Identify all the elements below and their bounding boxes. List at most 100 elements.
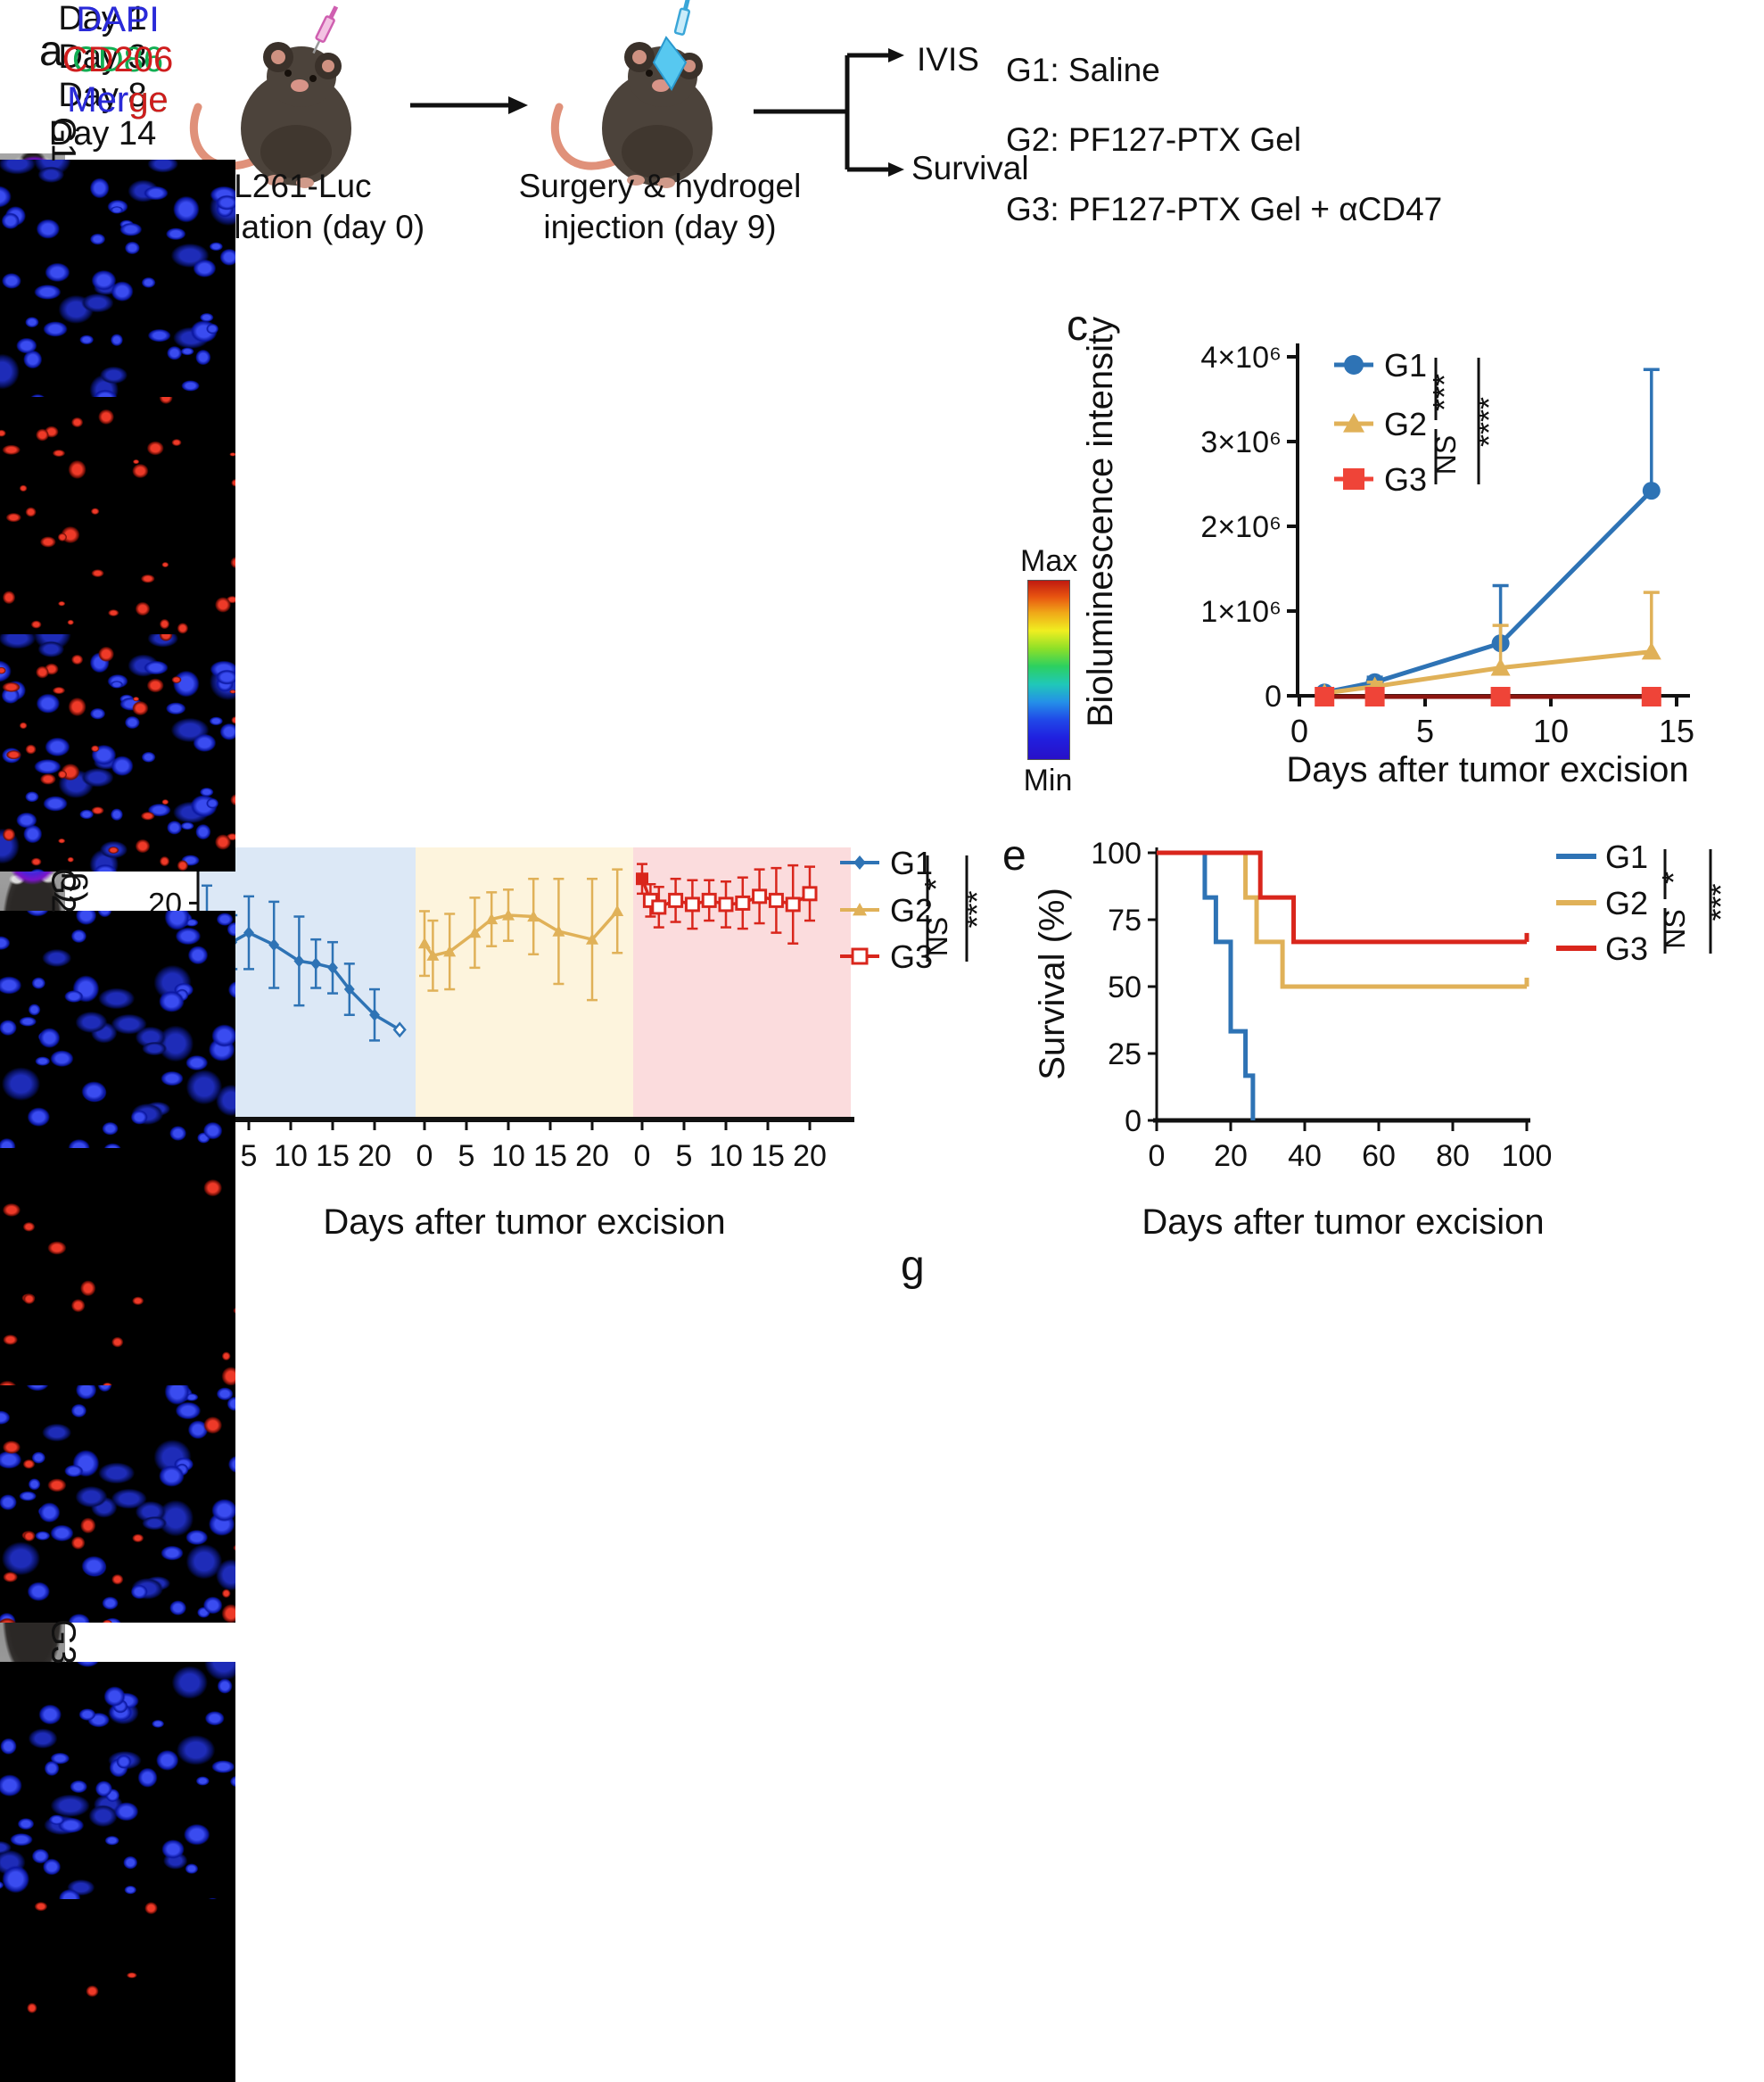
d-x-tick: 20 bbox=[358, 1139, 392, 1173]
header-segment: DAPI bbox=[76, 0, 160, 39]
panel-g-label: g bbox=[901, 1243, 925, 1290]
row-label-wrap: G3 bbox=[0, 1619, 125, 1665]
group-definition-g1: G1: Saline bbox=[1006, 52, 1160, 88]
micro-tile-stain bbox=[0, 397, 235, 634]
header-segment: Mer bbox=[67, 80, 129, 120]
panel-e-label: e bbox=[1002, 832, 1026, 880]
column-header-dapi: DAPI bbox=[0, 0, 235, 40]
d-x-tick: 20 bbox=[575, 1139, 609, 1173]
c-y-tick: 2×10⁶ bbox=[1200, 510, 1282, 544]
mouse-surgery bbox=[550, 0, 713, 188]
c-y-tick: 1×10⁶ bbox=[1200, 595, 1282, 629]
d-legend-G1: G1 bbox=[890, 845, 933, 881]
e-x-tick: 100 bbox=[1502, 1139, 1553, 1173]
step2-line1: Surgery & hydrogel bbox=[518, 168, 802, 204]
panel-a-label: a bbox=[39, 28, 63, 75]
e-y-tick: 0 bbox=[1125, 1104, 1142, 1138]
day-header: Day 8 bbox=[58, 77, 147, 114]
header-segment: CD86 bbox=[71, 40, 164, 79]
header-segment: ge bbox=[128, 80, 169, 120]
experiment-schematic bbox=[189, 0, 904, 188]
micro-tile-dapi bbox=[0, 911, 235, 1148]
d-x-tick: 0 bbox=[634, 1139, 651, 1173]
micro-tile-merge bbox=[0, 1385, 235, 1623]
micro-tile-dapi bbox=[0, 160, 235, 397]
c-x-tick: 15 bbox=[1659, 713, 1694, 749]
column-header-merge: Merge bbox=[0, 80, 235, 120]
e-y-tick: 25 bbox=[1108, 1037, 1142, 1071]
header-segment: Mer bbox=[67, 80, 129, 120]
e-legend-G1: G1 bbox=[1605, 839, 1648, 875]
header-segment: CD206 bbox=[62, 40, 174, 79]
panel-c-label: c bbox=[1067, 302, 1088, 350]
c-y-tick: 0 bbox=[1265, 680, 1282, 714]
column-header-merge: Merge bbox=[0, 80, 235, 120]
e-x-tick: 0 bbox=[1149, 1139, 1166, 1173]
column-header-cd86: CD86 bbox=[0, 40, 235, 80]
micro-tile-merge bbox=[0, 634, 235, 872]
d-x-axis-title: Days after tumor excision bbox=[323, 1202, 725, 1242]
d-x-tick: 10 bbox=[709, 1139, 743, 1173]
day-header: Day 1 bbox=[58, 0, 147, 37]
column-header-cd206: CD206 bbox=[0, 40, 235, 80]
micro-tile-stain bbox=[0, 1899, 235, 2082]
sig-inner-top: * bbox=[918, 878, 954, 890]
syringe-icon bbox=[673, 0, 691, 36]
survival-label: Survival bbox=[911, 150, 1029, 186]
d-legend-G2: G2 bbox=[890, 892, 933, 929]
c-x-tick: 10 bbox=[1533, 713, 1569, 749]
day-header: Day 3 bbox=[58, 38, 147, 76]
e-x-tick: 80 bbox=[1436, 1139, 1470, 1173]
row-label-wrap: G1 bbox=[0, 117, 125, 162]
c-y-tick: 3×10⁶ bbox=[1200, 425, 1282, 459]
sig-inner-bottom: NS bbox=[1430, 435, 1462, 475]
e-x-tick: 20 bbox=[1214, 1139, 1248, 1173]
d-x-tick: 10 bbox=[491, 1139, 525, 1173]
colorbar-gradient bbox=[1027, 580, 1070, 760]
d-x-tick: 15 bbox=[316, 1139, 350, 1173]
step2-line2: injection (day 9) bbox=[543, 209, 777, 245]
d-x-tick: 5 bbox=[241, 1139, 258, 1173]
hydrogel-blob bbox=[652, 36, 688, 91]
survival-chart: Survival (%) Days after tumor excision 0 25… bbox=[1033, 837, 1739, 1242]
micro-row-label: G2 bbox=[44, 868, 82, 913]
sig-inner-top: *** bbox=[1426, 374, 1463, 411]
d-x-tick: 5 bbox=[676, 1139, 693, 1173]
d-x-tick: 15 bbox=[751, 1139, 785, 1173]
sig-inner-top: * bbox=[1655, 872, 1692, 884]
d-x-tick: 0 bbox=[416, 1139, 433, 1173]
d-x-tick: 10 bbox=[274, 1139, 308, 1173]
d-legend-G3: G3 bbox=[890, 938, 933, 975]
c-legend-G1: G1 bbox=[1384, 347, 1427, 384]
e-y-tick: 50 bbox=[1108, 971, 1142, 1004]
c-legend-G3: G3 bbox=[1384, 461, 1427, 498]
micro-tile-stain bbox=[0, 1148, 235, 1385]
sig-outer: *** bbox=[1702, 883, 1739, 921]
e-legend-G3: G3 bbox=[1605, 930, 1648, 967]
group-definition-g3: G3: PF127-PTX Gel + αCD47 bbox=[1006, 191, 1443, 227]
c-legend-G2: G2 bbox=[1384, 406, 1427, 442]
e-x-tick: 60 bbox=[1362, 1139, 1396, 1173]
mouse-inoculation bbox=[189, 5, 351, 188]
micro-row-label: G3 bbox=[44, 1619, 82, 1665]
day-header: Day 14 bbox=[48, 115, 157, 153]
colorbar-min-label: Min bbox=[1023, 764, 1073, 797]
group-definition-g2: G2: PF127-PTX Gel bbox=[1006, 121, 1302, 158]
d-x-tick: 20 bbox=[793, 1139, 827, 1173]
c-y-tick: 4×10⁶ bbox=[1200, 341, 1282, 375]
row-label-wrap: G2 bbox=[0, 868, 125, 913]
d-x-tick: 5 bbox=[458, 1139, 475, 1173]
header-segment: DAPI bbox=[76, 0, 160, 39]
micro-tile-dapi bbox=[0, 1662, 235, 1899]
column-header-dapi: DAPI bbox=[0, 0, 235, 40]
cd206-microscopy-grid: DAPICD206MergeG1G2G320 μm bbox=[0, 0, 235, 2082]
e-legend-G2: G2 bbox=[1605, 885, 1648, 921]
e-x-tick: 40 bbox=[1288, 1139, 1322, 1173]
sig-outer: *** bbox=[959, 890, 995, 928]
c-y-axis-title: Bioluminescence intensity bbox=[1081, 317, 1120, 727]
c-x-axis-title: Days after tumor excision bbox=[1286, 750, 1688, 789]
e-y-axis-title: Survival (%) bbox=[1033, 888, 1072, 1080]
sig-outer: **** bbox=[1471, 397, 1507, 447]
sig-inner-bottom: NS bbox=[921, 917, 953, 956]
